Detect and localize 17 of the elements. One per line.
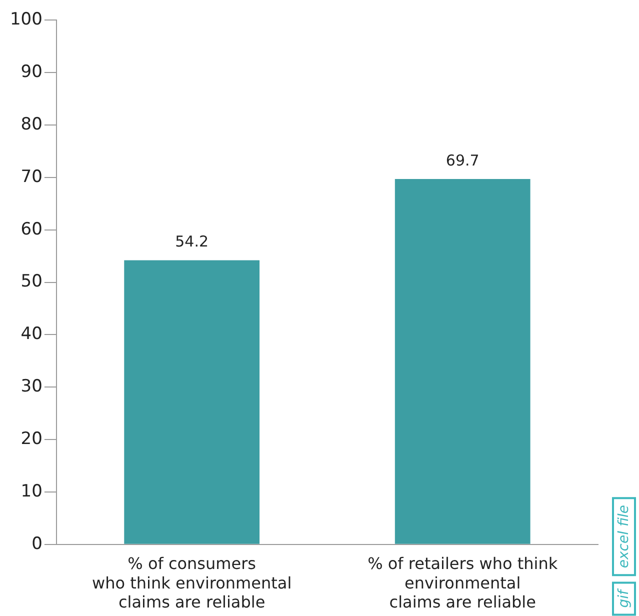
x-tick-label: % of consumers who think environmental claims are reliable xyxy=(92,554,292,612)
y-tick-label: 20 xyxy=(20,428,42,449)
y-tick-label: 10 xyxy=(20,481,42,502)
y-tick-label: 80 xyxy=(20,114,42,134)
y-tick-label: 40 xyxy=(20,324,42,344)
y-tick-label: 90 xyxy=(20,62,42,82)
y-tick-label: 30 xyxy=(20,376,42,397)
download-button: gif xyxy=(612,582,636,616)
x-tick-label: % of retailers who think environmental claims are reliable xyxy=(368,554,558,612)
y-tick-label: 70 xyxy=(20,166,42,187)
y-tick-label: 0 xyxy=(32,534,42,554)
y-tick-label: 50 xyxy=(20,272,42,292)
y-tick-label: 60 xyxy=(20,219,42,240)
data-label: 54.2 xyxy=(175,232,209,251)
data-label: 69.7 xyxy=(446,151,480,170)
y-tick-label: 100 xyxy=(10,10,42,30)
download-button: excel file xyxy=(612,497,636,576)
